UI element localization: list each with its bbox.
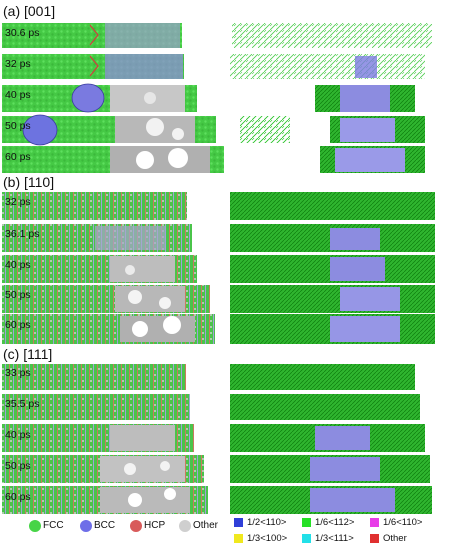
time-label: 35.5 ps: [5, 398, 40, 410]
time-label: 40 ps: [5, 89, 31, 101]
legend-hcp-label: HCP: [144, 520, 166, 531]
section-a-left-panels: [2, 23, 224, 173]
section-a-right-panels: [230, 23, 432, 173]
time-label: 50 ps: [5, 289, 31, 301]
time-label: 50 ps: [5, 460, 31, 472]
time-label: 33 ps: [5, 367, 31, 379]
structure-legend-markers: [29, 520, 191, 532]
time-label: 36.1 ps: [5, 228, 40, 240]
legend-bcc-label: BCC: [94, 520, 116, 531]
time-label: 60 ps: [5, 151, 31, 163]
dislocation-legend-markers: [234, 518, 379, 543]
section-b-right-panels: [230, 192, 435, 344]
time-label: 60 ps: [5, 491, 31, 503]
legend-disloc-label: 1/2<110>: [247, 517, 287, 528]
legend-disloc-label: 1/3<100>: [247, 533, 288, 544]
section-a-title: (a) [001]: [3, 3, 56, 19]
legend-disloc-label: 1/6<112>: [315, 517, 355, 528]
time-label: 40 ps: [5, 429, 31, 441]
section-c-title: (c) [111]: [3, 346, 53, 362]
section-b-left-panels: [2, 192, 215, 344]
legend-fcc-label: FCC: [43, 520, 64, 531]
section-b-title: (b) [110]: [3, 174, 55, 190]
time-label: 32 ps: [5, 58, 31, 70]
time-label: 40 ps: [5, 259, 31, 271]
section-c-right-panels: [230, 364, 432, 514]
time-label: 30.6 ps: [5, 27, 40, 39]
section-c-left-panels: [2, 364, 208, 514]
legend-disloc-label: 1/6<110>: [383, 517, 423, 528]
time-label: 50 ps: [5, 120, 31, 132]
time-label: 60 ps: [5, 319, 31, 331]
legend-other-label: Other: [193, 520, 219, 531]
time-label: 32 ps: [5, 196, 31, 208]
legend-disloc-label: 1/3<111>: [315, 533, 354, 544]
legend-disloc-label: Other: [383, 533, 407, 544]
